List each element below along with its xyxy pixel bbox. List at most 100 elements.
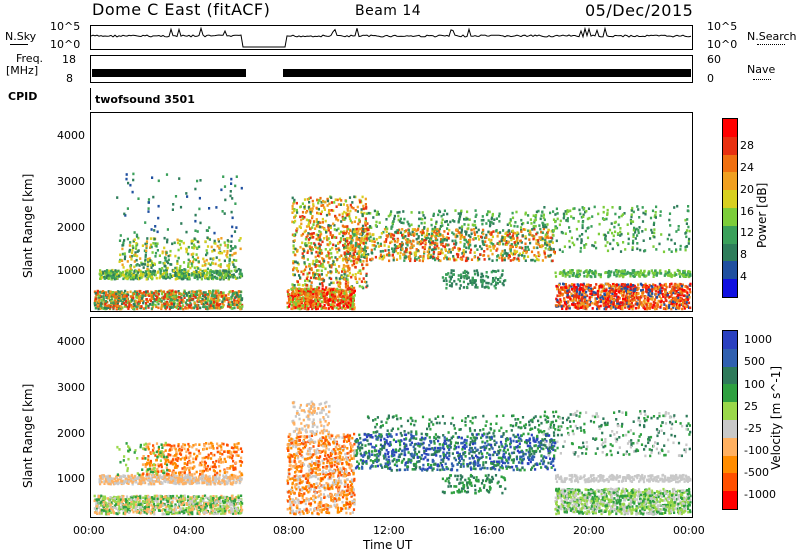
echo-cell (614, 307, 617, 310)
echo-cell (174, 273, 177, 276)
echo-cell (191, 255, 194, 259)
echo-cell (323, 259, 326, 263)
echo-cell (532, 246, 535, 249)
echo-cell (514, 221, 517, 224)
echo-cell (556, 217, 559, 221)
echo-cell (304, 242, 307, 245)
echo-cell (435, 220, 438, 224)
echo-cell (492, 230, 495, 233)
echo-cell (299, 288, 302, 291)
echo-cell (432, 250, 436, 254)
echo-cell (677, 295, 680, 299)
echo-cell (97, 303, 100, 307)
echo-cell (352, 291, 355, 294)
echo-cell (230, 306, 233, 310)
echo-cell (187, 245, 190, 249)
echo-cell (354, 277, 357, 281)
echo-cell (498, 212, 501, 216)
echo-cell (351, 273, 354, 277)
echo-cell (342, 300, 345, 303)
echo-cell (418, 240, 421, 244)
echo-cell (118, 291, 121, 294)
echo-cell (344, 282, 347, 285)
echo-cell (502, 229, 505, 232)
echo-cell (331, 287, 334, 291)
echo-cell (415, 250, 418, 254)
echo-cell (238, 290, 241, 293)
echo-cell (482, 218, 485, 222)
echo-cell (151, 291, 154, 294)
echo-cell (303, 261, 306, 264)
echo-cell (301, 288, 304, 291)
echo-cell (295, 229, 298, 232)
echo-cell (196, 277, 199, 281)
echo-cell (441, 240, 444, 243)
echo-cell (192, 293, 195, 297)
echo-cell (292, 261, 295, 265)
echo-cell (112, 301, 115, 304)
echo-cell (579, 286, 582, 289)
echo-cell (365, 280, 368, 284)
echo-cell (311, 215, 314, 218)
echo-cell (183, 294, 186, 298)
echo-cell (124, 294, 127, 297)
echo-cell (644, 282, 647, 286)
echo-cell (365, 222, 368, 225)
echo-cell (140, 276, 143, 279)
echo-cell (474, 226, 478, 230)
echo-cell (303, 205, 306, 209)
echo-cell (299, 215, 302, 219)
echo-cell (520, 228, 523, 232)
echo-cell (226, 246, 229, 249)
echo-cell (104, 303, 107, 306)
echo-cell (558, 294, 561, 298)
echo-cell (99, 307, 102, 310)
echo-cell (327, 211, 330, 214)
echo-cell (226, 270, 229, 274)
echo-cell (518, 252, 522, 256)
echo-cell (473, 251, 476, 254)
echo-cell (160, 304, 163, 307)
echo-cell (176, 238, 179, 242)
echo-cell (340, 220, 343, 223)
echo-cell (345, 295, 348, 299)
echo-cell (309, 232, 312, 236)
echo-cell (388, 232, 391, 236)
echo-cell (361, 285, 364, 289)
echo-cell (454, 239, 457, 243)
echo-cell (349, 235, 352, 239)
echo-cell (126, 305, 129, 309)
echo-cell (164, 305, 167, 308)
echo-cell (527, 214, 530, 217)
echo-cell (158, 289, 161, 293)
echo-cell (292, 294, 295, 298)
echo-cell (320, 295, 323, 299)
freq-label: Freq. (16, 52, 44, 65)
echo-cell (439, 224, 443, 228)
echo-cell (125, 274, 128, 278)
echo-cell (156, 230, 159, 234)
echo-cell (361, 263, 364, 266)
echo-cell (323, 288, 326, 292)
echo-cell (324, 267, 327, 271)
echo-cell (291, 283, 294, 286)
echo-cell (685, 302, 688, 306)
echo-cell (509, 224, 513, 227)
echo-cell (346, 204, 349, 207)
echo-cell (413, 251, 416, 255)
echo-cell (223, 259, 226, 263)
echo-cell (448, 248, 451, 251)
echo-cell (145, 240, 149, 243)
echo-cell (397, 238, 400, 242)
echo-cell (203, 269, 206, 273)
echo-cell (221, 305, 224, 309)
echo-cell (144, 250, 148, 254)
echo-cell (218, 271, 221, 275)
echo-cell (335, 306, 338, 310)
echo-cell (321, 240, 324, 244)
echo-cell (334, 267, 338, 271)
echo-cell (594, 297, 597, 300)
echo-cell (487, 281, 490, 285)
echo-cell (434, 247, 437, 251)
echo-cell (323, 304, 326, 307)
